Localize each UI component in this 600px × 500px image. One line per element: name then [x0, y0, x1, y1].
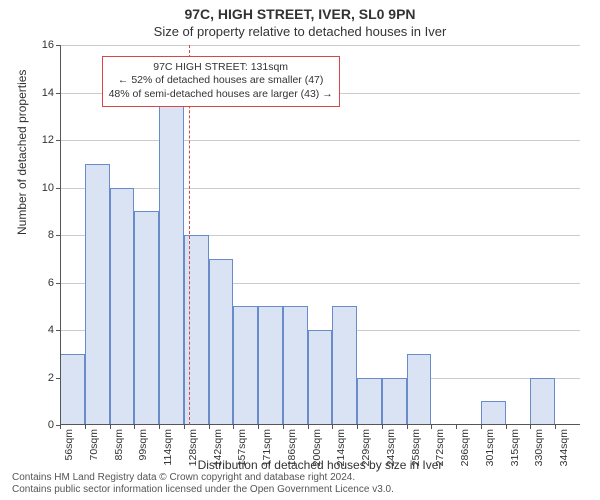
bar — [85, 164, 110, 425]
ytick-label: 0 — [48, 419, 54, 431]
title-main: 97C, HIGH STREET, IVER, SL0 9PN — [0, 6, 600, 22]
callout-line3: 48% of semi-detached houses are larger (… — [109, 88, 333, 102]
ytick-label: 14 — [42, 87, 54, 99]
bar — [209, 259, 234, 425]
ytick-mark — [56, 188, 60, 189]
callout-line2: ← 52% of detached houses are smaller (47… — [109, 74, 333, 88]
bar — [159, 104, 184, 425]
chart-container: 97C, HIGH STREET, IVER, SL0 9PN Size of … — [0, 0, 600, 500]
ytick-label: 10 — [42, 182, 54, 194]
bar — [60, 354, 85, 425]
xtick-mark — [481, 425, 482, 429]
xtick-mark — [530, 425, 531, 429]
xtick-mark — [382, 425, 383, 429]
xtick-mark — [159, 425, 160, 429]
ytick-label: 12 — [42, 134, 54, 146]
ytick-mark — [56, 45, 60, 46]
bar — [184, 235, 209, 425]
xtick-label: 85sqm — [113, 429, 125, 461]
bar — [134, 211, 159, 425]
plot-area: 0246810121416 56sqm70sqm85sqm99sqm114sqm… — [60, 45, 580, 425]
xtick-mark — [209, 425, 210, 429]
ytick-mark — [56, 93, 60, 94]
xtick-mark — [506, 425, 507, 429]
ytick-label: 6 — [48, 277, 54, 289]
xtick-mark — [258, 425, 259, 429]
bar — [382, 378, 407, 426]
caption-line1: Contains HM Land Registry data © Crown c… — [12, 472, 394, 484]
ytick-mark — [56, 140, 60, 141]
ytick-label: 2 — [48, 372, 54, 384]
y-axis — [60, 45, 61, 425]
caption: Contains HM Land Registry data © Crown c… — [12, 472, 394, 496]
ylabel: Number of detached properties — [15, 70, 29, 235]
ytick-mark — [56, 283, 60, 284]
xtick-mark — [431, 425, 432, 429]
xtick-mark — [85, 425, 86, 429]
ytick-mark — [56, 330, 60, 331]
xtick-mark — [110, 425, 111, 429]
xtick-mark — [407, 425, 408, 429]
bar — [530, 378, 555, 426]
xtick-mark — [456, 425, 457, 429]
bar — [308, 330, 333, 425]
bar — [258, 306, 283, 425]
x-axis — [60, 424, 580, 425]
callout-box: 97C HIGH STREET: 131sqm ← 52% of detache… — [102, 56, 340, 107]
title-sub: Size of property relative to detached ho… — [0, 24, 600, 39]
xtick-label: 56sqm — [63, 429, 75, 461]
ytick-label: 16 — [42, 39, 54, 51]
bar — [407, 354, 432, 425]
caption-line2: Contains public sector information licen… — [12, 484, 394, 496]
bar — [110, 188, 135, 426]
xtick-mark — [184, 425, 185, 429]
bar — [357, 378, 382, 426]
xtick-mark — [332, 425, 333, 429]
xtick-mark — [357, 425, 358, 429]
xtick-label: 70sqm — [88, 429, 100, 461]
xtick-mark — [555, 425, 556, 429]
ytick-mark — [56, 235, 60, 236]
ytick-label: 4 — [48, 324, 54, 336]
bar — [283, 306, 308, 425]
bar — [233, 306, 258, 425]
ytick-label: 8 — [48, 229, 54, 241]
xtick-mark — [134, 425, 135, 429]
xtick-mark — [60, 425, 61, 429]
bar — [332, 306, 357, 425]
xtick-mark — [283, 425, 284, 429]
bar — [481, 401, 506, 425]
xlabel: Distribution of detached houses by size … — [60, 458, 580, 472]
xtick-mark — [308, 425, 309, 429]
ytick-mark — [56, 378, 60, 379]
xtick-mark — [233, 425, 234, 429]
xtick-label: 99sqm — [137, 429, 149, 461]
callout-line1: 97C HIGH STREET: 131sqm — [109, 61, 333, 75]
